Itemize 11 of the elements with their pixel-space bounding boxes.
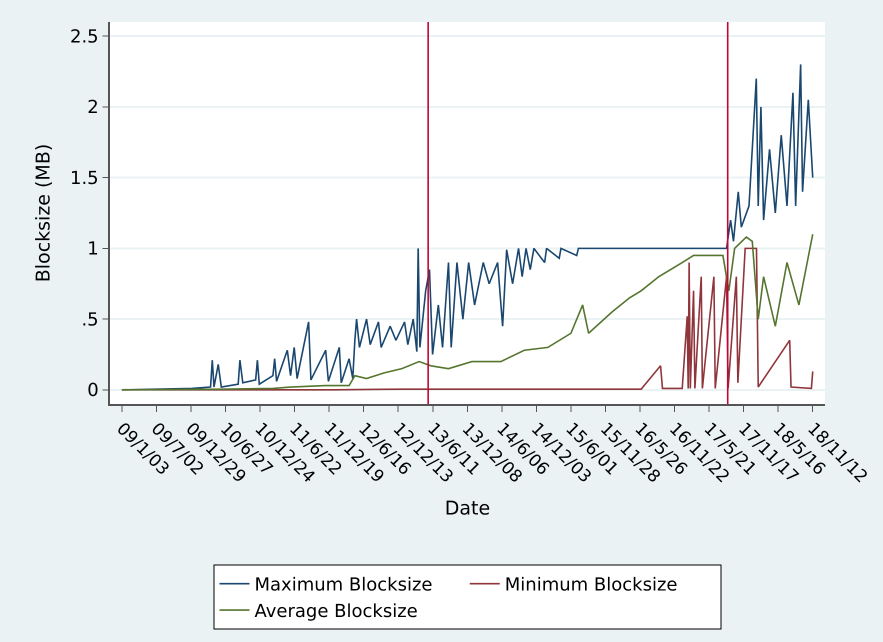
legend-label: Minimum Blocksize [504, 574, 678, 596]
legend-label: Maximum Blocksize [254, 574, 432, 596]
y-tick-label: 1 [87, 238, 99, 260]
y-tick-label: 2.5 [70, 26, 99, 48]
y-tick-label: 1.5 [70, 168, 99, 189]
legend-label: Average Blocksize [254, 601, 418, 622]
y-tick-label: 2 [87, 97, 99, 118]
y-tick-label: .5 [81, 309, 99, 330]
x-axis-title: Date [444, 497, 490, 520]
y-tick-label: 0 [87, 380, 99, 402]
y-axis-title: Blocksize (MB) [32, 144, 54, 282]
